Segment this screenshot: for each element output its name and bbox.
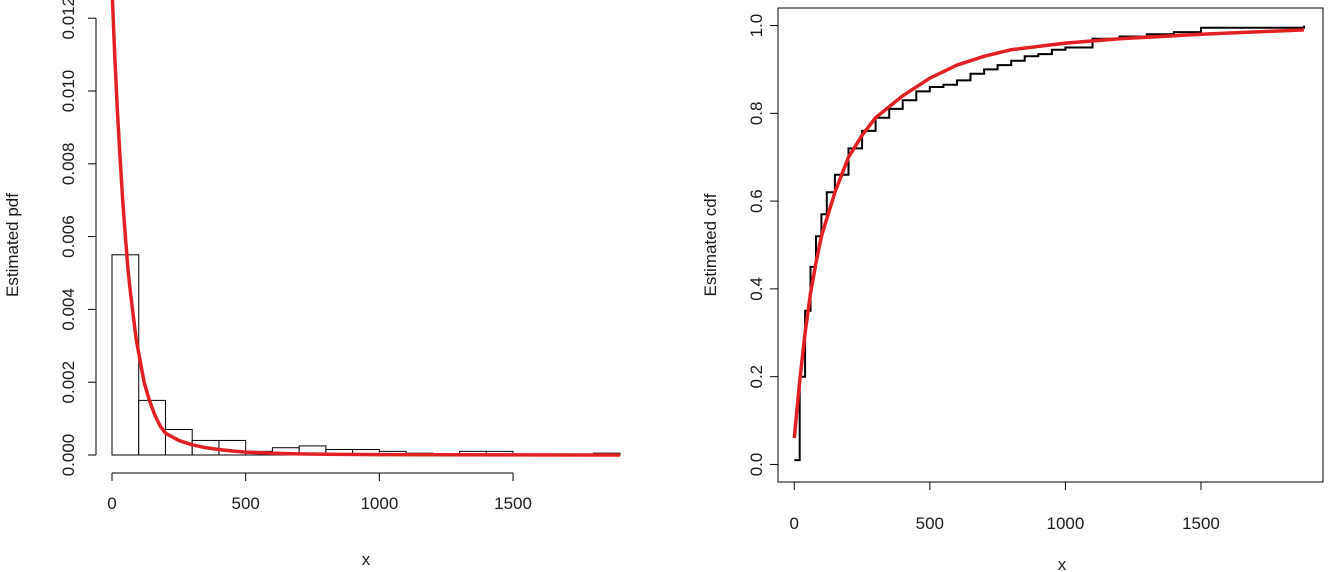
y-tick-label: 0.006 [59,215,78,258]
y-tick-label: 0.8 [747,102,766,126]
density-curve [110,0,621,457]
histogram-bar [111,254,140,456]
y-axis-title: Estimated cdf [701,193,720,296]
x-tick-label: 0 [107,494,116,513]
x-tick-label: 1500 [1182,514,1220,533]
x-tick-label: 1500 [494,494,532,513]
x-tick-label: 0 [790,514,799,533]
x-tick-label: 1000 [1046,514,1084,533]
x-tick-label: 500 [916,514,944,533]
x-tick-label: 500 [231,494,259,513]
plot-frame [777,7,1324,483]
y-tick-label: 0.012 [59,0,78,39]
x-tick-label: 1000 [360,494,398,513]
y-tick-label: 0.0 [747,453,766,477]
cdf-panel: 0 500 1000 1500 0.0 0.2 0.4 0.6 0.8 1.0 x Estimated… [701,7,1324,572]
pdf-histogram-panel: 0 500 1000 1500 0.000 0.002 0.004 0.006 0.008 0.0… [3,0,621,569]
empirical-cdf-line [794,25,1305,462]
y-tick-label: 0.4 [747,277,766,301]
y-tick-label: 0.6 [747,189,766,213]
y-axis-title: Estimated pdf [3,193,22,297]
y-tick-label: 1.0 [747,14,766,38]
y-tick-label: 0.010 [59,70,78,113]
y-tick-label: 0.000 [59,434,78,477]
y-tick-label: 0.2 [747,365,766,389]
x-axis-title: x [362,550,371,569]
y-tick-label: 0.004 [59,288,78,331]
x-axis-title: x [1058,555,1067,572]
y-tick-label: 0.008 [59,143,78,186]
y-tick-label: 0.002 [59,361,78,404]
fitted-cdf-line [792,28,1305,439]
